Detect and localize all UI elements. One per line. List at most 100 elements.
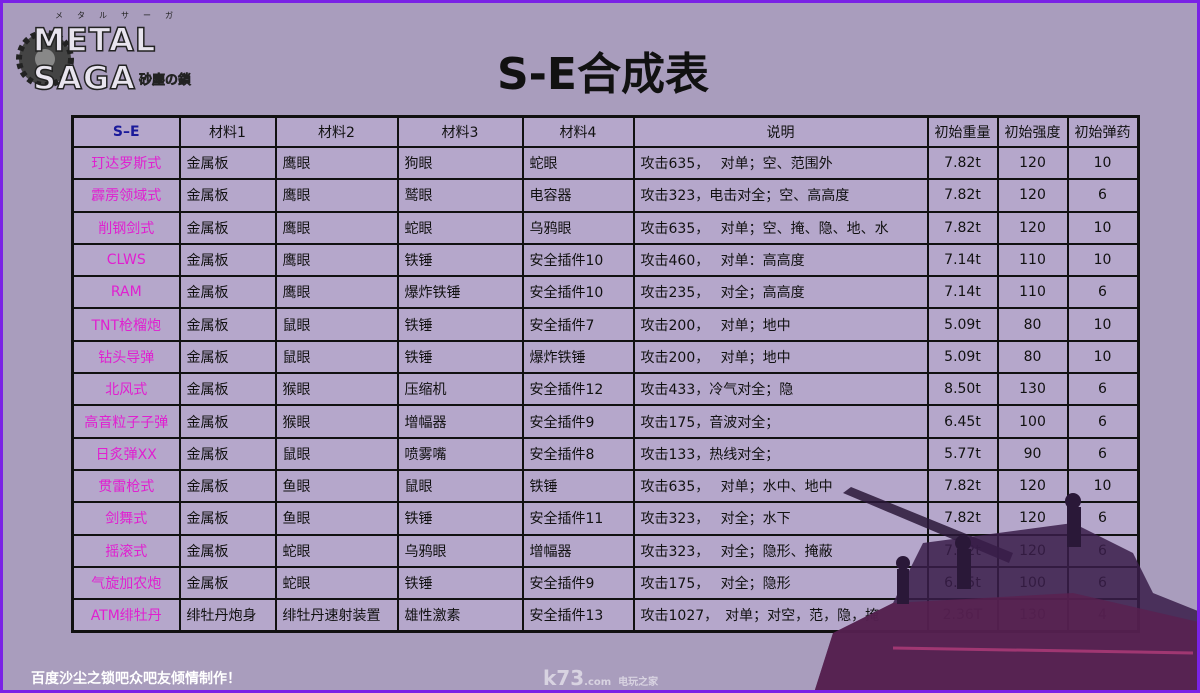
- table-cell: 鱼眼: [274, 468, 399, 504]
- table-cell: 爆炸铁锤: [396, 275, 524, 310]
- table-cell: 喷雾嘴: [396, 436, 524, 471]
- table-cell: 鹰眼: [274, 145, 399, 181]
- table-cell: 6: [1066, 436, 1139, 471]
- table-cell: 5.77t: [926, 436, 999, 471]
- table-row: 钻头导弹 金属板 鼠眼 铁锤 爆炸铁锤 攻击200， 对单；地中 5.09t 80 10: [71, 339, 1139, 375]
- logo-kana: メタルサーガ: [55, 11, 187, 20]
- logo-subtitle: 砂塵の鎖: [139, 73, 192, 89]
- table-cell: 120: [996, 178, 1069, 213]
- table-cell: 攻击175， 对全；隐形: [632, 565, 929, 601]
- table-cell: 绯牡丹速射装置: [274, 598, 399, 633]
- table-row: 北风式 金属板 猴眼 压缩机 安全插件12 攻击433，冷气对全；隐 8.50t 130 6: [71, 372, 1139, 407]
- table-cell: 80: [996, 339, 1069, 375]
- table-cell: 增幅器: [396, 404, 524, 439]
- table-cell: 金属板: [178, 339, 277, 375]
- table-cell: 安全插件8: [521, 436, 635, 471]
- table-cell: 100: [996, 404, 1069, 439]
- table-cell: 安全插件12: [521, 372, 635, 407]
- column-header: 说明: [632, 115, 929, 148]
- table-cell: 铁锤: [396, 565, 524, 601]
- table-cell: 蛇眼: [274, 533, 399, 568]
- table-cell: 增幅器: [521, 533, 635, 568]
- table-cell: 90: [996, 436, 1069, 471]
- table-cell: 鹫眼: [396, 178, 524, 213]
- item-name-cell: 削钢剑式: [71, 210, 181, 245]
- table-cell: 7.14t: [926, 242, 999, 278]
- table-cell: 鼠眼: [396, 468, 524, 504]
- item-name-cell: RAM: [71, 275, 181, 310]
- table-cell: 攻击323， 对全；隐形、掩蔽: [632, 533, 929, 568]
- table-cell: 铁锤: [396, 242, 524, 278]
- table-cell: 安全插件10: [521, 242, 635, 278]
- tank-illustration: [814, 487, 1197, 690]
- table-cell: 80: [996, 307, 1069, 342]
- table-row: 日炙弹XX 金属板 鼠眼 喷雾嘴 安全插件8 攻击133，热线对全； 5.77t 90 6: [71, 436, 1139, 471]
- table-row: TNT枪榴炮 金属板 鼠眼 铁锤 安全插件7 攻击200， 对单；地中 5.09t 80 10: [71, 307, 1139, 342]
- item-name-cell: 贯雷枪式: [71, 468, 181, 504]
- table-cell: 10: [1066, 307, 1139, 342]
- table-cell: 铁锤: [396, 339, 524, 375]
- table-cell: 攻击175，音波对全；: [632, 404, 929, 439]
- column-header: 初始重量: [926, 115, 999, 148]
- table-row: 削钢剑式 金属板 鹰眼 蛇眼 乌鸦眼 攻击635， 对单；空、掩、隐、地、水 7.82t 12…: [71, 210, 1139, 245]
- table-cell: 8.50t: [926, 372, 999, 407]
- item-name-cell: 高音粒子子弹: [71, 404, 181, 439]
- item-name-cell: 霹雳领域式: [71, 178, 181, 213]
- table-cell: 金属板: [178, 372, 277, 407]
- table-cell: 7.82t: [926, 145, 999, 181]
- synthesis-table: S–E 材料1 材料2 材料3 材料4 说明 初始重量 初始强度 初始弹药 玎达罗斯式 金属板 鹰眼…: [71, 115, 1140, 634]
- table-cell: 鹰眼: [274, 275, 399, 310]
- table-cell: 6: [1066, 275, 1139, 310]
- item-name-cell: 玎达罗斯式: [71, 145, 181, 181]
- table-cell: 狗眼: [396, 145, 524, 181]
- table-cell: 安全插件10: [521, 275, 635, 310]
- table-cell: 压缩机: [396, 372, 524, 407]
- table-cell: 猴眼: [274, 404, 399, 439]
- table-cell: 攻击635， 对单；空、范围外: [632, 145, 929, 181]
- table-cell: 金属板: [178, 275, 277, 310]
- table-cell: 绯牡丹炮身: [178, 598, 277, 633]
- table-cell: 安全插件9: [521, 404, 635, 439]
- table-cell: 金属板: [178, 145, 277, 181]
- table-cell: 鹰眼: [274, 178, 399, 213]
- logo-metal: METAL: [32, 21, 157, 59]
- table-cell: 乌鸦眼: [396, 533, 524, 568]
- table-cell: 120: [996, 210, 1069, 245]
- item-name-cell: 日炙弹XX: [71, 436, 181, 471]
- table-row: CLWS 金属板 鹰眼 铁锤 安全插件10 攻击460， 对单：高高度 7.14t 110 10: [71, 242, 1139, 278]
- table-cell: 5.09t: [926, 307, 999, 342]
- table-row: 霹雳领域式 金属板 鹰眼 鹫眼 电容器 攻击323，电击对全；空、高高度 7.82t 120 6: [71, 178, 1139, 213]
- table-cell: 6.45t: [926, 404, 999, 439]
- table-cell: 120: [996, 145, 1069, 181]
- footer-credit: 百度沙尘之锁吧众吧友倾情制作！: [31, 671, 241, 687]
- column-header: 材料2: [274, 115, 399, 148]
- table-cell: 金属板: [178, 533, 277, 568]
- table-row: 玎达罗斯式 金属板 鹰眼 狗眼 蛇眼 攻击635， 对单；空、范围外 7.82t 120 10: [71, 145, 1139, 181]
- table-cell: 攻击200， 对单；地中: [632, 307, 929, 342]
- table-cell: 铁锤: [396, 307, 524, 342]
- table-cell: 10: [1066, 242, 1139, 278]
- table-cell: 电容器: [521, 178, 635, 213]
- table-cell: 金属板: [178, 404, 277, 439]
- table-header-row: S–E 材料1 材料2 材料3 材料4 说明 初始重量 初始强度 初始弹药: [71, 115, 1139, 148]
- table-cell: 10: [1066, 339, 1139, 375]
- table-cell: 攻击635， 对单；水中、地中: [632, 468, 929, 504]
- item-name-cell: 气旋加农炮: [71, 565, 181, 601]
- k73-watermark: k73.com 电玩之家: [543, 666, 659, 690]
- metal-saga-logo: メタルサーガ METAL SAGA 砂塵の鎖: [15, 11, 200, 103]
- table-cell: 7.82t: [926, 210, 999, 245]
- table-cell: 攻击460， 对单：高高度: [632, 242, 929, 278]
- table-cell: 铁锤: [521, 468, 635, 504]
- table-cell: 110: [996, 275, 1069, 310]
- table-cell: 攻击235， 对全；高高度: [632, 275, 929, 310]
- table-cell: 5.09t: [926, 339, 999, 375]
- table-cell: 金属板: [178, 242, 277, 278]
- table-cell: 金属板: [178, 565, 277, 601]
- table-cell: 攻击200， 对单；地中: [632, 339, 929, 375]
- item-name-cell: 北风式: [71, 372, 181, 407]
- item-name-cell: ATM绯牡丹: [71, 598, 181, 633]
- table-cell: 金属板: [178, 501, 277, 536]
- table-cell: 攻击433，冷气对全；隐: [632, 372, 929, 407]
- table-cell: 雄性激素: [396, 598, 524, 633]
- table-cell: 金属板: [178, 307, 277, 342]
